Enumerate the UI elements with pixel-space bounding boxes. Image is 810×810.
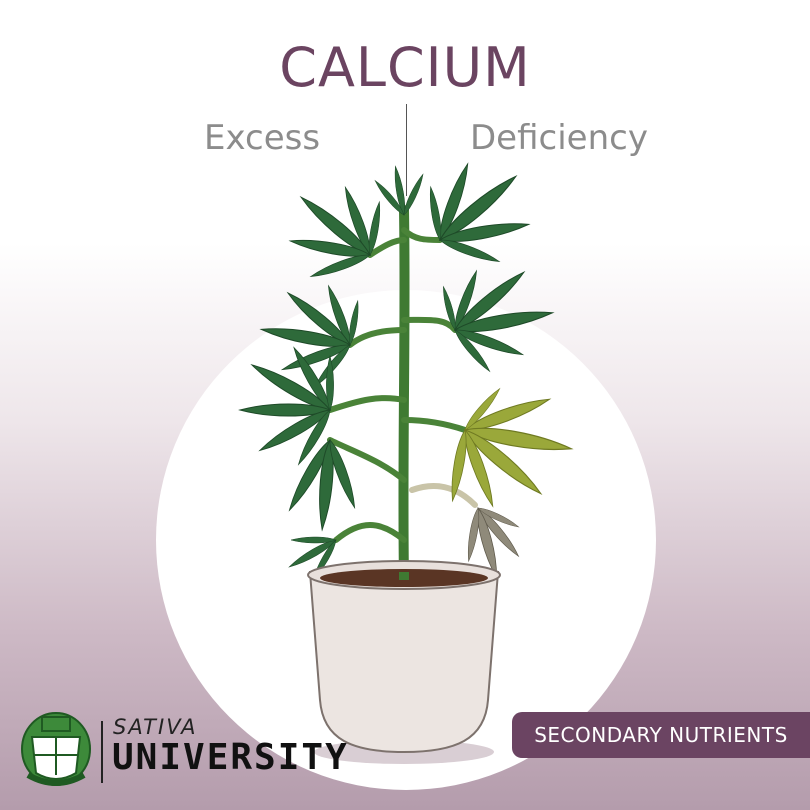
brand-bottom-text: UNIVERSITY xyxy=(112,737,349,778)
logo-divider xyxy=(101,721,103,783)
brand-top-text: SATIVA xyxy=(113,715,198,739)
university-crest-icon xyxy=(21,712,91,786)
page-title: CALCIUM xyxy=(279,36,531,99)
excess-label: Excess xyxy=(204,118,321,158)
center-divider xyxy=(406,104,407,196)
deficiency-label: Deficiency xyxy=(470,118,648,158)
sativa-university-logo: SATIVA UNIVERSITY xyxy=(18,707,347,791)
category-tag: SECONDARY NUTRIENTS xyxy=(512,712,810,758)
